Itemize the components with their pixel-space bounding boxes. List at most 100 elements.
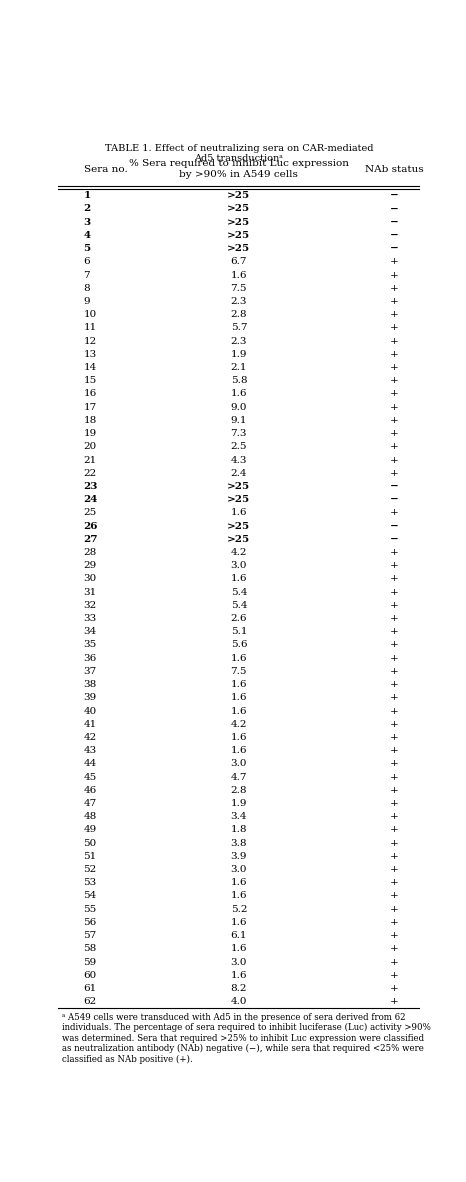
Text: 5.6: 5.6: [231, 641, 247, 649]
Text: 60: 60: [83, 970, 97, 980]
Text: 48: 48: [83, 812, 97, 821]
Text: 57: 57: [83, 931, 97, 940]
Text: +: +: [390, 403, 398, 411]
Text: +: +: [390, 442, 398, 452]
Text: 49: 49: [83, 825, 97, 834]
Text: 1.6: 1.6: [231, 707, 247, 715]
Text: 56: 56: [83, 918, 97, 927]
Text: +: +: [390, 746, 398, 755]
Text: +: +: [390, 654, 398, 663]
Text: 42: 42: [83, 733, 97, 742]
Text: +: +: [390, 812, 398, 821]
Text: 5.1: 5.1: [231, 628, 247, 636]
Text: −: −: [390, 191, 398, 200]
Text: +: +: [390, 548, 398, 557]
Text: +: +: [390, 957, 398, 967]
Text: 61: 61: [83, 983, 97, 993]
Text: +: +: [390, 904, 398, 914]
Text: +: +: [390, 416, 398, 424]
Text: 32: 32: [83, 600, 97, 610]
Text: 31: 31: [83, 587, 97, 597]
Text: 43: 43: [83, 746, 97, 755]
Text: >25: >25: [227, 521, 250, 531]
Text: 3.0: 3.0: [231, 561, 247, 570]
Text: +: +: [390, 429, 398, 439]
Text: +: +: [390, 970, 398, 980]
Text: 41: 41: [83, 720, 97, 729]
Text: 7: 7: [83, 271, 90, 280]
Text: 1.6: 1.6: [231, 944, 247, 954]
Text: 34: 34: [83, 628, 97, 636]
Text: 30: 30: [83, 574, 97, 584]
Text: 3.0: 3.0: [231, 865, 247, 873]
Text: +: +: [390, 376, 398, 385]
Text: 40: 40: [83, 707, 97, 715]
Text: 51: 51: [83, 852, 97, 860]
Text: +: +: [390, 825, 398, 834]
Text: 1.6: 1.6: [231, 918, 247, 927]
Text: 28: 28: [83, 548, 97, 557]
Text: 17: 17: [83, 403, 97, 411]
Text: 1.6: 1.6: [231, 746, 247, 755]
Text: 1.6: 1.6: [231, 574, 247, 584]
Text: 29: 29: [83, 561, 97, 570]
Text: +: +: [390, 628, 398, 636]
Text: −: −: [390, 245, 398, 253]
Text: 5.4: 5.4: [231, 600, 247, 610]
Text: +: +: [390, 469, 398, 478]
Text: +: +: [390, 337, 398, 345]
Text: 7.3: 7.3: [231, 429, 247, 439]
Text: 27: 27: [83, 534, 98, 544]
Text: +: +: [390, 324, 398, 332]
Text: +: +: [390, 271, 398, 280]
Text: 8.2: 8.2: [231, 983, 247, 993]
Text: +: +: [390, 839, 398, 847]
Text: 21: 21: [83, 455, 97, 465]
Text: −: −: [390, 482, 398, 491]
Text: 2: 2: [83, 204, 91, 214]
Text: 59: 59: [83, 957, 97, 967]
Text: +: +: [390, 694, 398, 702]
Text: >25: >25: [227, 495, 250, 505]
Text: 1: 1: [83, 191, 91, 200]
Text: 35: 35: [83, 641, 97, 649]
Text: +: +: [390, 680, 398, 689]
Text: 3.9: 3.9: [231, 852, 247, 860]
Text: 1.6: 1.6: [231, 680, 247, 689]
Text: 46: 46: [83, 786, 97, 794]
Text: 4: 4: [83, 230, 91, 240]
Text: 2.5: 2.5: [231, 442, 247, 452]
Text: % Sera required to inhibit Luc expression
by >90% in A549 cells: % Sera required to inhibit Luc expressio…: [129, 160, 349, 178]
Text: NAb status: NAb status: [365, 164, 424, 174]
Text: 2.8: 2.8: [231, 786, 247, 794]
Text: 62: 62: [83, 998, 97, 1006]
Text: 47: 47: [83, 799, 97, 808]
Text: 9: 9: [83, 297, 90, 306]
Text: 10: 10: [83, 310, 97, 319]
Text: 1.6: 1.6: [231, 508, 247, 518]
Text: +: +: [390, 733, 398, 742]
Text: +: +: [390, 720, 398, 729]
Text: 1.6: 1.6: [231, 891, 247, 901]
Text: +: +: [390, 931, 398, 940]
Text: +: +: [390, 363, 398, 372]
Text: +: +: [390, 667, 398, 676]
Text: +: +: [390, 641, 398, 649]
Text: 1.6: 1.6: [231, 733, 247, 742]
Text: 23: 23: [83, 482, 98, 491]
Text: +: +: [390, 865, 398, 873]
Text: +: +: [390, 310, 398, 319]
Text: 55: 55: [83, 904, 97, 914]
Text: TABLE 1. Effect of neutralizing sera on CAR-mediated
Ad5 transductionᵃ: TABLE 1. Effect of neutralizing sera on …: [104, 144, 373, 163]
Text: 11: 11: [83, 324, 97, 332]
Text: 3.0: 3.0: [231, 957, 247, 967]
Text: −: −: [390, 495, 398, 505]
Text: 1.9: 1.9: [231, 799, 247, 808]
Text: 19: 19: [83, 429, 97, 439]
Text: 2.8: 2.8: [231, 310, 247, 319]
Text: 3.8: 3.8: [231, 839, 247, 847]
Text: −: −: [390, 230, 398, 240]
Text: 5.4: 5.4: [231, 587, 247, 597]
Text: 3: 3: [83, 217, 91, 227]
Text: 54: 54: [83, 891, 97, 901]
